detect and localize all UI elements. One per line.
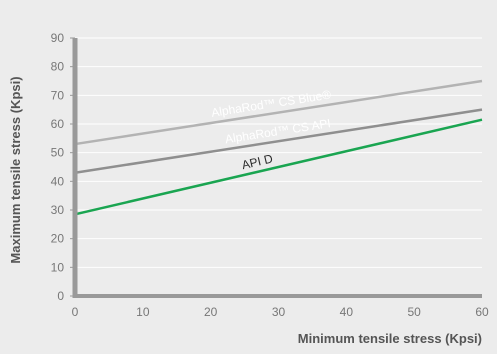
series-line-2 (74, 118, 483, 216)
y-tick-label-30: 30 (51, 203, 65, 217)
y-tick-label-40: 40 (51, 174, 65, 188)
x-tick-label-50: 50 (407, 305, 421, 319)
y-tick-label-60: 60 (51, 117, 65, 131)
x-tick-label-0: 0 (72, 305, 79, 319)
grid (70, 37, 482, 297)
x-axis-title: Minimum tensile stress (Kpsi) (298, 331, 482, 346)
x-tick-label-10: 10 (136, 305, 150, 319)
y-tick-label-90: 90 (51, 31, 65, 45)
x-tick-labels: 0 10 20 30 40 50 60 (72, 305, 489, 319)
y-tick-label-50: 50 (51, 146, 65, 160)
y-tick-label-70: 70 (51, 88, 65, 102)
y-tick-label-10: 10 (51, 260, 65, 274)
series-label-2: API D (240, 151, 274, 172)
y-tick-label-20: 20 (51, 232, 65, 246)
series-label-0: AlphaRod™ CS Blue® (210, 87, 332, 119)
y-axis-title: Maximum tensile stress (Kpsi) (8, 76, 23, 263)
x-tick-label-20: 20 (204, 305, 218, 319)
axes (72, 38, 482, 298)
series-line-0 (74, 79, 483, 146)
x-tick-label-40: 40 (340, 305, 354, 319)
series-lines (74, 79, 483, 216)
x-tick-label-30: 30 (272, 305, 286, 319)
y-tick-label-80: 80 (51, 60, 65, 74)
series-line-1 (74, 108, 483, 174)
y-tick-labels: 0 10 20 30 40 50 60 70 80 90 (51, 31, 65, 303)
x-tick-label-60: 60 (475, 305, 489, 319)
y-tick-label-0: 0 (57, 289, 64, 303)
